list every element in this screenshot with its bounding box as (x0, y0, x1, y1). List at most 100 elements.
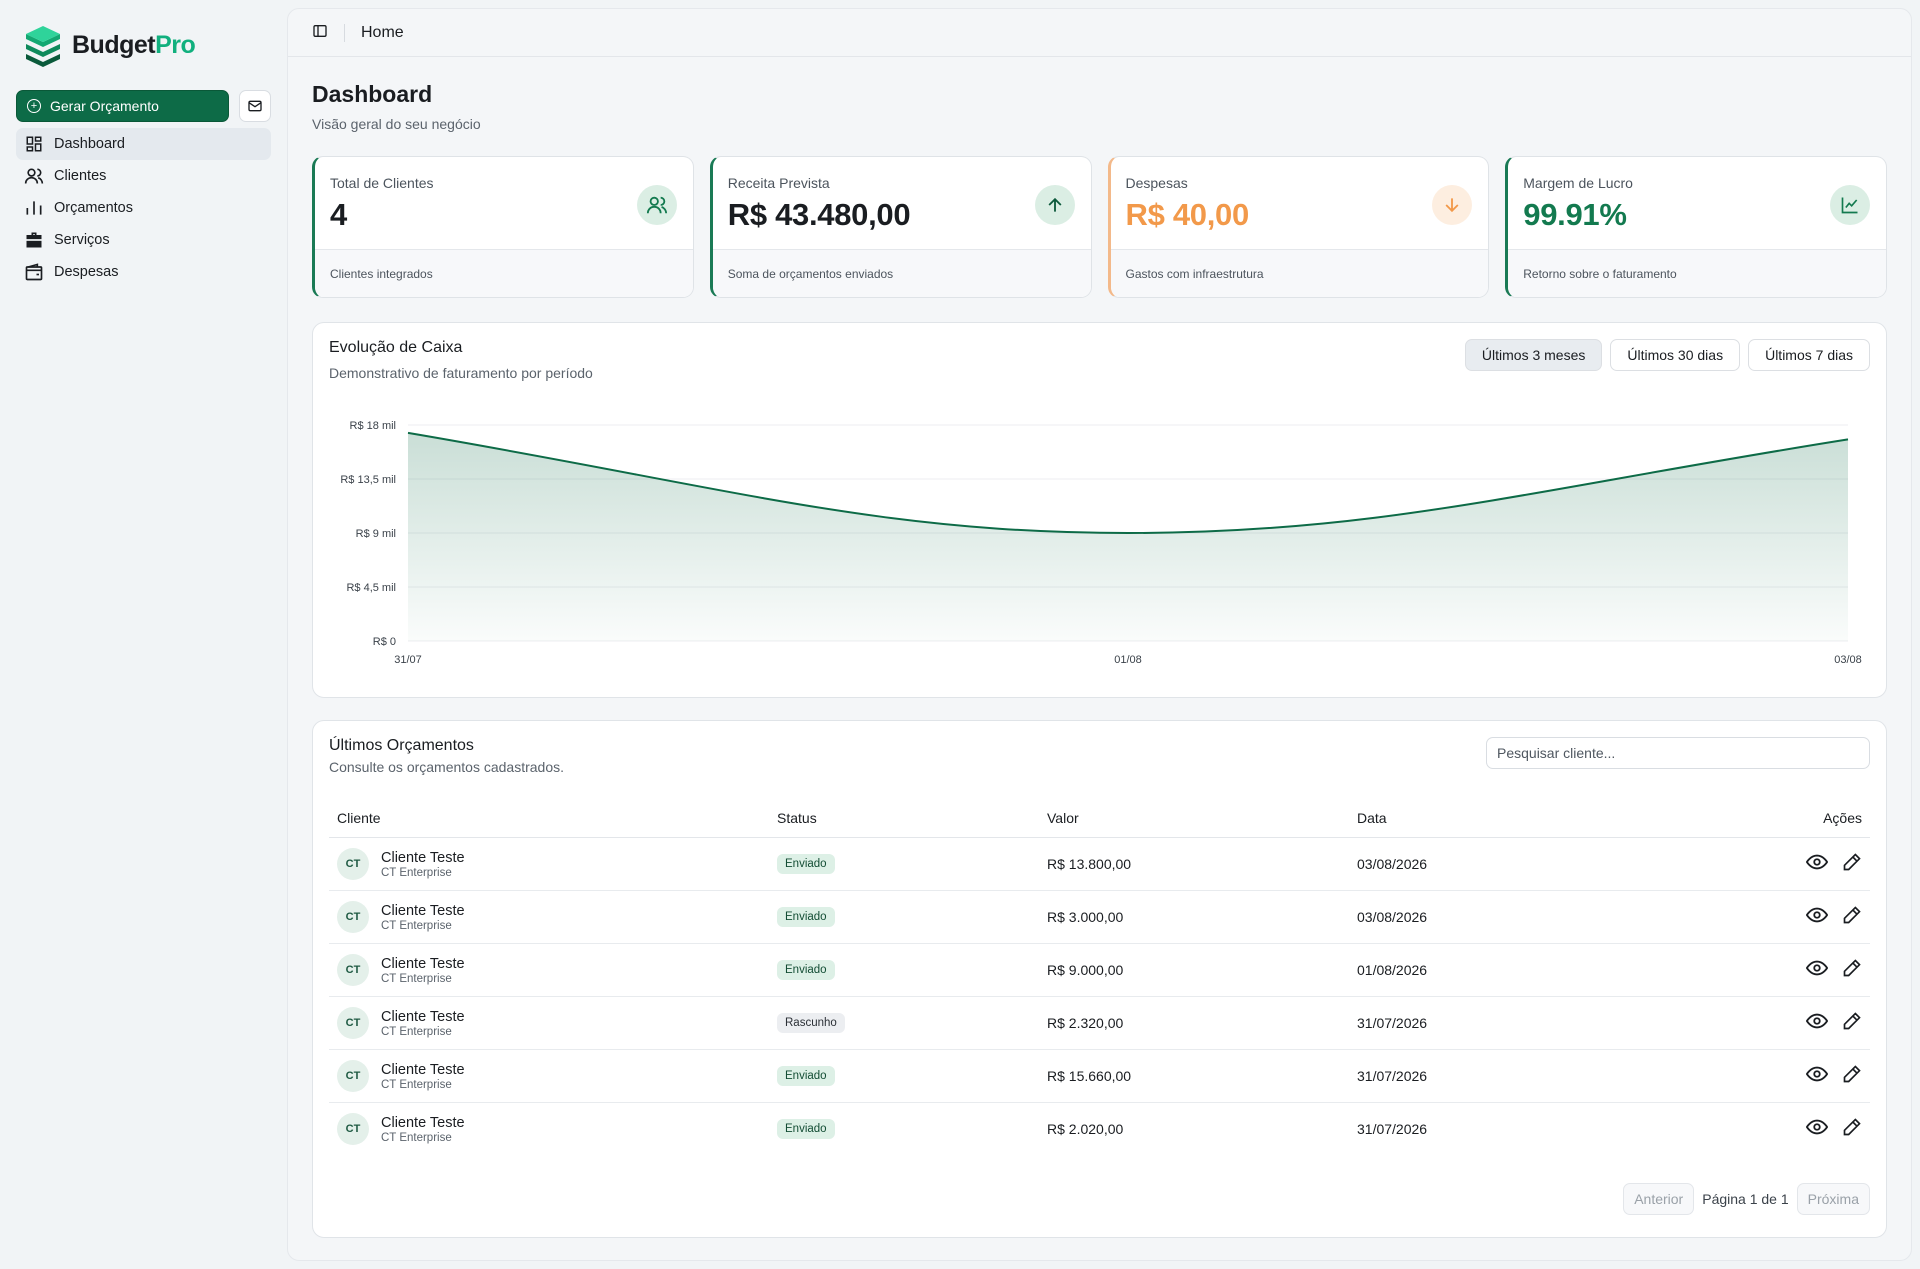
table-row: CT Cliente Teste CT Enterprise Enviado R… (329, 837, 1870, 891)
table-row: CT Cliente Teste CT Enterprise Enviado R… (329, 943, 1870, 997)
pencil-icon (1843, 906, 1861, 924)
cell-value: R$ 2.020,00 (1047, 1120, 1124, 1137)
card-value: 4 (330, 197, 347, 232)
series-line (407, 431, 1849, 535)
cell-client: CT Cliente Teste CT Enterprise (329, 1102, 769, 1155)
card-label: Total de Clientes (330, 175, 434, 191)
edit-button[interactable] (1842, 905, 1862, 928)
range-3-months-button[interactable]: Últimos 3 meses (1464, 339, 1603, 371)
cell-value: R$ 3.000,00 (1039, 890, 1349, 944)
cell-actions (1632, 996, 1870, 1050)
view-button[interactable] (1805, 957, 1829, 982)
area-fill (408, 432, 1848, 641)
eye-icon (1805, 907, 1829, 923)
cell-status: Rascunho (769, 996, 1039, 1050)
trending-up-icon (1830, 185, 1870, 225)
sidebar-item-orcamentos[interactable]: Orçamentos (16, 192, 271, 224)
edit-button[interactable] (1842, 1011, 1862, 1034)
table-subtitle: Consulte os orçamentos cadastrados. (329, 759, 565, 775)
view-button[interactable] (1805, 851, 1829, 876)
pagination: Anterior Página 1 de 1 Próxima (1623, 1183, 1870, 1215)
chart-subtitle: Demonstrativo de faturamento por período (329, 365, 593, 381)
sidebar-item-dashboard[interactable]: Dashboard (16, 128, 271, 160)
y-tick-label: R$ 13,5 mil (340, 474, 396, 486)
eye-icon (1805, 854, 1829, 870)
mail-button[interactable] (239, 90, 271, 122)
pencil-icon (1843, 1065, 1861, 1083)
column-header-actions: Ações (1632, 799, 1870, 838)
pencil-icon (1843, 959, 1861, 977)
card-label: Despesas (1125, 175, 1188, 191)
range-30-days-button[interactable]: Últimos 30 dias (1610, 339, 1741, 371)
edit-button[interactable] (1842, 1064, 1862, 1087)
table-row: CT Cliente Teste CT Enterprise Enviado R… (329, 890, 1870, 944)
cell-status: Enviado (769, 890, 1039, 944)
avatar: CT (337, 1059, 369, 1092)
breadcrumb[interactable]: Home (361, 23, 404, 41)
brand-logo[interactable]: BudgetPro (16, 20, 271, 70)
sidebar-item-despesas[interactable]: Despesas (16, 256, 271, 288)
stat-card-expenses: Despesas R$ 40,00 Gastos com infraestrut… (1107, 156, 1490, 298)
stat-card-revenue: Receita Prevista R$ 43.480,00 Soma de or… (709, 156, 1092, 298)
generate-budget-button[interactable]: + Gerar Orçamento (16, 90, 229, 122)
avatar: CT (337, 1006, 369, 1039)
avatar: CT (337, 847, 369, 880)
chart-title: Evolução de Caixa (329, 339, 463, 356)
cell-actions (1632, 1049, 1870, 1103)
search-client-input[interactable] (1486, 737, 1870, 769)
budgets-table: Cliente Status Valor Data Ações CT Clien… (329, 799, 1870, 1155)
view-button[interactable] (1805, 1010, 1829, 1035)
avatar: CT (337, 900, 369, 933)
users-icon (636, 185, 677, 225)
cell-date: 03/08/2026 (1349, 890, 1633, 944)
cell-client: CT Cliente Teste CT Enterprise (329, 1049, 769, 1103)
table-row: CT Cliente Teste CT Enterprise Rascunho … (329, 996, 1870, 1050)
card-value: R$ 40,00 (1125, 197, 1250, 232)
arrow-down-icon (1432, 185, 1473, 225)
avatar: CT (337, 953, 369, 986)
brand-name: BudgetPro (72, 30, 196, 59)
view-button[interactable] (1805, 1116, 1829, 1141)
cell-date: 31/07/2026 (1349, 996, 1633, 1050)
table-row: CT Cliente Teste CT Enterprise Enviado R… (329, 1049, 1870, 1103)
status-badge: Enviado (777, 853, 835, 874)
page-info: Página 1 de 1 (1702, 1191, 1789, 1207)
client-company: CT Enterprise (381, 1131, 452, 1144)
card-footer: Retorno sobre o faturamento (1508, 249, 1886, 297)
client-company: CT Enterprise (381, 919, 452, 932)
client-company: CT Enterprise (381, 866, 452, 879)
edit-button[interactable] (1842, 852, 1862, 875)
x-tick-label: 31/07 (394, 654, 422, 666)
client-name: Cliente Teste (381, 1114, 465, 1131)
status-badge: Enviado (777, 1118, 835, 1139)
cell-client: CT Cliente Teste CT Enterprise (329, 890, 769, 944)
status-badge: Enviado (777, 906, 835, 927)
column-header-date: Data (1349, 799, 1633, 838)
edit-button[interactable] (1842, 1117, 1862, 1140)
avatar: CT (337, 1112, 369, 1145)
x-tick-label: 01/08 (1114, 654, 1142, 666)
edit-button[interactable] (1842, 958, 1862, 981)
previous-page-button[interactable]: Anterior (1623, 1183, 1695, 1215)
card-footer: Soma de orçamentos enviados (712, 249, 1091, 297)
cell-actions (1632, 837, 1870, 891)
sidebar-toggle-button[interactable] (312, 23, 328, 42)
client-company: CT Enterprise (381, 1025, 452, 1038)
dashboard-icon (24, 134, 44, 154)
range-selector: Últimos 3 meses Últimos 30 dias Últimos … (1464, 339, 1870, 371)
view-button[interactable] (1805, 904, 1829, 929)
client-company: CT Enterprise (381, 1078, 452, 1091)
range-7-days-button[interactable]: Últimos 7 dias (1748, 339, 1870, 371)
view-button[interactable] (1805, 1063, 1829, 1088)
pencil-icon (1843, 1012, 1861, 1030)
card-label: Receita Prevista (727, 175, 830, 191)
cell-status: Enviado (769, 1049, 1039, 1103)
cell-status: Enviado (769, 1102, 1039, 1155)
sidebar-item-servicos[interactable]: Serviços (16, 224, 271, 256)
cell-value: R$ 15.660,00 (1039, 1049, 1349, 1103)
table-title: Últimos Orçamentos (329, 737, 474, 754)
sidebar-toggle-icon (313, 25, 327, 37)
eye-icon (1805, 960, 1829, 976)
sidebar-item-clientes[interactable]: Clientes (16, 160, 271, 192)
next-page-button[interactable]: Próxima (1796, 1183, 1870, 1215)
